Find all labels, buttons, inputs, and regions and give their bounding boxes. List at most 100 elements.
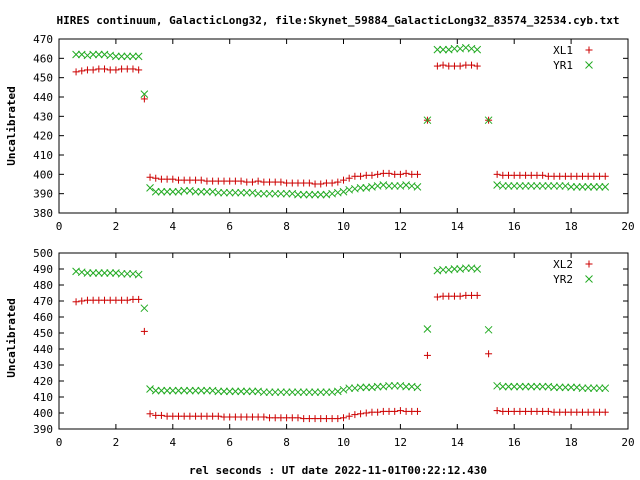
data-point-xl1 bbox=[345, 174, 353, 182]
data-point-yr2 bbox=[521, 382, 530, 391]
data-point-yr2 bbox=[106, 269, 115, 277]
data-point-xl1 bbox=[146, 173, 154, 181]
data-point-yr2 bbox=[220, 387, 228, 396]
data-point-xl2 bbox=[146, 410, 154, 418]
data-point-yr2 bbox=[510, 382, 519, 391]
top-x-tick-label: 18 bbox=[564, 220, 577, 233]
data-point-yr1 bbox=[439, 45, 447, 54]
data-point-yr1 bbox=[473, 45, 482, 54]
data-point-xl2 bbox=[423, 351, 431, 359]
chart-title: HIRES continuum, GalacticLong32, file:Sk… bbox=[57, 14, 620, 27]
top-x-tick-label: 0 bbox=[56, 220, 63, 233]
top-y-tick-label: 470 bbox=[33, 33, 53, 46]
data-point-xl2 bbox=[340, 414, 347, 422]
data-point-xl1 bbox=[169, 175, 177, 183]
data-point-yr1 bbox=[265, 189, 274, 198]
top-y-tick-label: 430 bbox=[33, 110, 53, 123]
data-point-yr2 bbox=[294, 388, 302, 397]
bottom-y-tick-label: 480 bbox=[33, 279, 53, 292]
data-point-yr1 bbox=[567, 183, 575, 191]
data-point-xl1 bbox=[101, 65, 109, 73]
bottom-legend-marker-yr2 bbox=[585, 275, 593, 283]
data-point-yr2 bbox=[498, 382, 507, 391]
data-point-xl1 bbox=[248, 178, 256, 186]
data-point-yr2 bbox=[423, 325, 432, 333]
data-point-yr2 bbox=[225, 387, 234, 396]
data-point-yr2 bbox=[538, 382, 547, 391]
data-point-yr2 bbox=[197, 386, 206, 395]
data-point-yr1 bbox=[231, 188, 240, 197]
data-point-xl1 bbox=[468, 61, 476, 69]
data-point-yr2 bbox=[578, 384, 587, 393]
data-point-yr1 bbox=[385, 182, 393, 190]
data-point-yr2 bbox=[601, 384, 610, 393]
data-point-yr1 bbox=[390, 182, 399, 190]
data-point-yr2 bbox=[237, 387, 245, 396]
bottom-plot: 0 2 4 6 8 10 12 14 16 18 20 390 400 410 420 430 440 450 46… bbox=[33, 247, 635, 449]
data-point-yr2 bbox=[590, 384, 598, 393]
bottom-x-tick-label: 10 bbox=[337, 436, 350, 449]
data-point-xl1 bbox=[368, 171, 376, 179]
data-point-yr2 bbox=[282, 388, 291, 397]
data-point-yr2 bbox=[385, 381, 393, 390]
data-point-yr2 bbox=[439, 265, 447, 274]
data-point-yr1 bbox=[203, 187, 211, 196]
top-series-xl1 bbox=[72, 61, 609, 188]
top-x-tick-label: 10 bbox=[337, 220, 350, 233]
data-point-yr1 bbox=[299, 190, 308, 199]
data-point-xl1 bbox=[89, 66, 97, 74]
bottom-y-tick-label: 460 bbox=[33, 311, 53, 324]
data-point-yr2 bbox=[288, 388, 297, 397]
data-point-xl2 bbox=[391, 407, 399, 415]
bottom-x-tick-label: 18 bbox=[564, 436, 577, 449]
data-point-yr1 bbox=[504, 182, 513, 190]
top-x-tick-label: 20 bbox=[621, 220, 634, 233]
bottom-series-yr2 bbox=[72, 264, 610, 397]
bottom-series-xl2 bbox=[72, 291, 609, 423]
data-point-yr1 bbox=[112, 52, 120, 61]
data-point-yr1 bbox=[538, 182, 547, 190]
data-point-xl2 bbox=[357, 410, 365, 418]
data-point-yr2 bbox=[203, 386, 211, 395]
data-point-yr2 bbox=[333, 387, 342, 396]
data-point-xl2 bbox=[485, 350, 493, 358]
data-point-yr1 bbox=[146, 184, 154, 192]
data-point-yr2 bbox=[248, 387, 257, 396]
data-point-yr2 bbox=[168, 386, 177, 395]
data-point-xl2 bbox=[345, 412, 353, 420]
data-point-yr1 bbox=[72, 50, 80, 59]
data-point-xl2 bbox=[493, 407, 501, 415]
data-point-yr2 bbox=[214, 387, 223, 396]
data-point-yr1 bbox=[225, 188, 234, 197]
data-point-yr1 bbox=[595, 183, 604, 191]
data-point-xl2 bbox=[396, 407, 404, 415]
bottom-y-tick-label: 410 bbox=[33, 391, 53, 404]
data-point-yr1 bbox=[484, 116, 493, 125]
data-point-yr1 bbox=[254, 189, 263, 198]
data-point-xl2 bbox=[135, 295, 143, 303]
bottom-y-tick-label: 400 bbox=[33, 407, 53, 420]
top-y-tick-label: 450 bbox=[33, 72, 53, 85]
y-axis-label-bottom: Uncalibrated bbox=[5, 298, 18, 377]
bottom-y-tick-label: 440 bbox=[33, 343, 53, 356]
bottom-y-tick-label: 500 bbox=[33, 247, 53, 260]
bottom-x-tick-label: 8 bbox=[283, 436, 290, 449]
data-point-xl1 bbox=[78, 67, 86, 75]
data-point-yr1 bbox=[601, 183, 610, 191]
top-legend-label-yr1: YR1 bbox=[553, 59, 573, 72]
data-point-yr1 bbox=[129, 52, 137, 61]
data-point-yr2 bbox=[390, 381, 399, 390]
data-point-yr1 bbox=[242, 188, 251, 197]
data-point-yr1 bbox=[316, 190, 325, 199]
top-x-tick-label: 2 bbox=[113, 220, 120, 233]
data-point-xl2 bbox=[140, 327, 148, 335]
data-point-yr2 bbox=[356, 383, 365, 392]
bottom-x-tick-label: 14 bbox=[451, 436, 465, 449]
data-point-yr1 bbox=[294, 190, 302, 199]
top-y-tick-label: 380 bbox=[33, 207, 53, 220]
data-point-yr1 bbox=[89, 50, 97, 59]
data-point-yr2 bbox=[123, 269, 132, 278]
data-point-yr1 bbox=[533, 182, 541, 190]
top-x-tick-label: 6 bbox=[226, 220, 233, 233]
data-point-xl2 bbox=[374, 408, 382, 416]
